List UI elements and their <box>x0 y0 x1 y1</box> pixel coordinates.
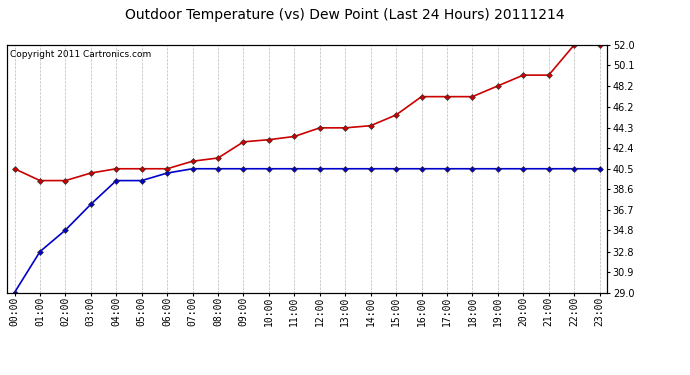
Text: Copyright 2011 Cartronics.com: Copyright 2011 Cartronics.com <box>10 50 151 59</box>
Text: Outdoor Temperature (vs) Dew Point (Last 24 Hours) 20111214: Outdoor Temperature (vs) Dew Point (Last… <box>125 8 565 21</box>
